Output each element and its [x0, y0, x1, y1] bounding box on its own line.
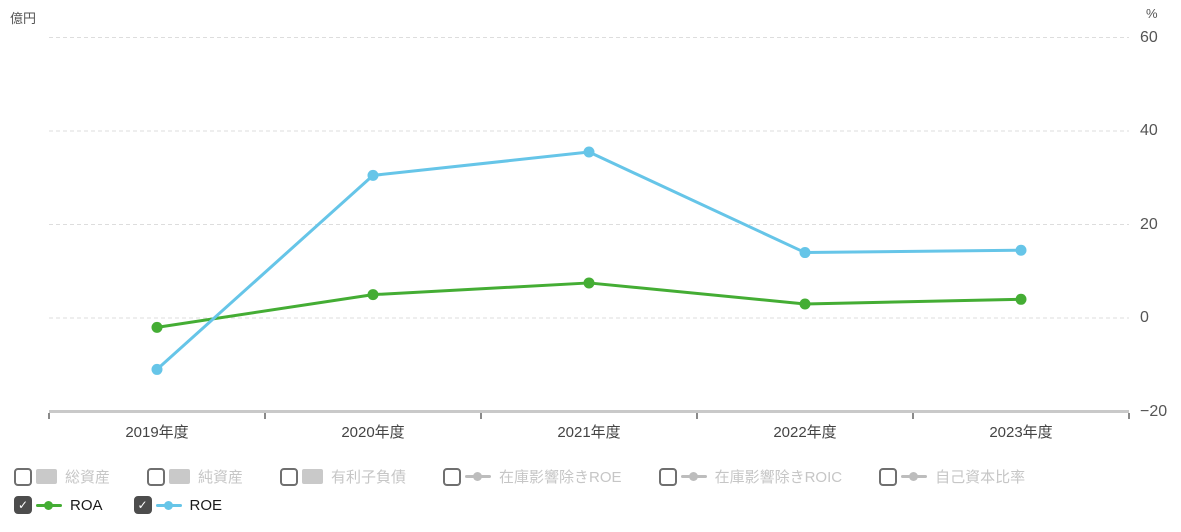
- legend-item-zaiko-roic[interactable]: 在庫影響除きROIC: [658, 466, 843, 487]
- roe-data-point: [151, 363, 163, 375]
- roa-line: [156, 281, 1022, 329]
- line-marker: [901, 472, 928, 481]
- legend-item-roa[interactable]: ✓ ROA: [14, 496, 103, 514]
- legend-label: 在庫影響除きROE: [499, 469, 622, 486]
- line-marker: [465, 472, 492, 481]
- line-marker: [155, 500, 182, 510]
- checkbox-unchecked[interactable]: [443, 467, 462, 486]
- y-axis-tick-label: 40: [1140, 122, 1158, 139]
- x-axis-label: 2023年度: [989, 424, 1053, 441]
- legend-item-zaiko-roe[interactable]: 在庫影響除きROE: [443, 466, 622, 487]
- checkbox-unchecked[interactable]: [879, 467, 898, 486]
- legend-item-roe[interactable]: ✓ ROE: [133, 496, 223, 514]
- line-marker: [36, 500, 62, 510]
- roa-data-point: [367, 289, 379, 301]
- legend-item-junshisan[interactable]: 純資産: [147, 466, 243, 487]
- legend-label: ROE: [189, 496, 223, 514]
- y-axis-tick-label: 60: [1140, 28, 1158, 46]
- x-axis-label: 2021年度: [557, 424, 621, 441]
- checkbox-checked[interactable]: ✓: [133, 496, 152, 514]
- bar-swatch: [169, 469, 191, 484]
- legend-label: 有利子負債: [331, 469, 407, 486]
- legend-label: 在庫影響除きROIC: [714, 469, 843, 486]
- roa-data-point: [583, 277, 595, 289]
- x-axis-label: 2022年度: [773, 424, 837, 441]
- legend-label: ROA: [70, 496, 103, 514]
- legend-label: 総資産: [65, 469, 111, 486]
- chart-legend: 総資産 純資産 有利子負債 在庫影響除きROE 在庫影響除きROIC: [14, 466, 1025, 514]
- roe-data-point: [799, 247, 811, 259]
- roa-data-point: [799, 298, 811, 310]
- y-axis-tick-label: 20: [1140, 215, 1158, 233]
- x-axis-tick: [912, 413, 914, 419]
- roe-data-point: [367, 169, 379, 181]
- roe-data-point: [1015, 244, 1027, 256]
- legend-row-1: 総資産 純資産 有利子負債 在庫影響除きROE 在庫影響除きROIC: [14, 466, 1025, 487]
- line-marker: [680, 472, 707, 481]
- checkbox-unchecked[interactable]: [658, 467, 677, 486]
- roe-data-point: [583, 146, 595, 158]
- x-axis-tick: [480, 413, 482, 419]
- checkbox-unchecked[interactable]: [280, 467, 299, 486]
- x-axis-tick: [696, 413, 698, 419]
- left-axis-unit-label: 億円: [10, 11, 37, 26]
- roa-data-point: [1015, 293, 1027, 305]
- checkbox-unchecked[interactable]: [147, 467, 166, 486]
- x-axis-tick: [48, 413, 50, 419]
- legend-label: 純資産: [198, 469, 244, 486]
- legend-row-2: ✓ ROA ✓ ROE: [14, 496, 1025, 514]
- roe-line: [155, 150, 1022, 371]
- right-axis-unit-label: %: [1146, 6, 1158, 21]
- legend-item-soushisan[interactable]: 総資産: [14, 466, 110, 487]
- y-axis-tick-label: −20: [1140, 402, 1168, 420]
- chart-plot-area: [48, 37, 1130, 419]
- legend-item-yurishifusai[interactable]: 有利子負債: [280, 466, 406, 487]
- checkbox-checked[interactable]: ✓: [14, 496, 32, 514]
- y-axis-tick-label: 0: [1140, 309, 1149, 326]
- x-axis-tick: [264, 413, 266, 419]
- x-axis-tick: [1128, 413, 1130, 419]
- legend-label: 自己資本比率: [935, 469, 1026, 486]
- x-axis-line: [49, 410, 1129, 413]
- x-axis-label: 2019年度: [125, 424, 189, 441]
- bar-swatch: [36, 469, 57, 484]
- x-axis-label: 2020年度: [341, 424, 405, 441]
- roa-data-point: [151, 321, 163, 333]
- checkbox-unchecked[interactable]: [14, 467, 32, 486]
- bar-swatch: [302, 469, 324, 484]
- legend-item-jikoshihon-hiritsu[interactable]: 自己資本比率: [879, 466, 1025, 487]
